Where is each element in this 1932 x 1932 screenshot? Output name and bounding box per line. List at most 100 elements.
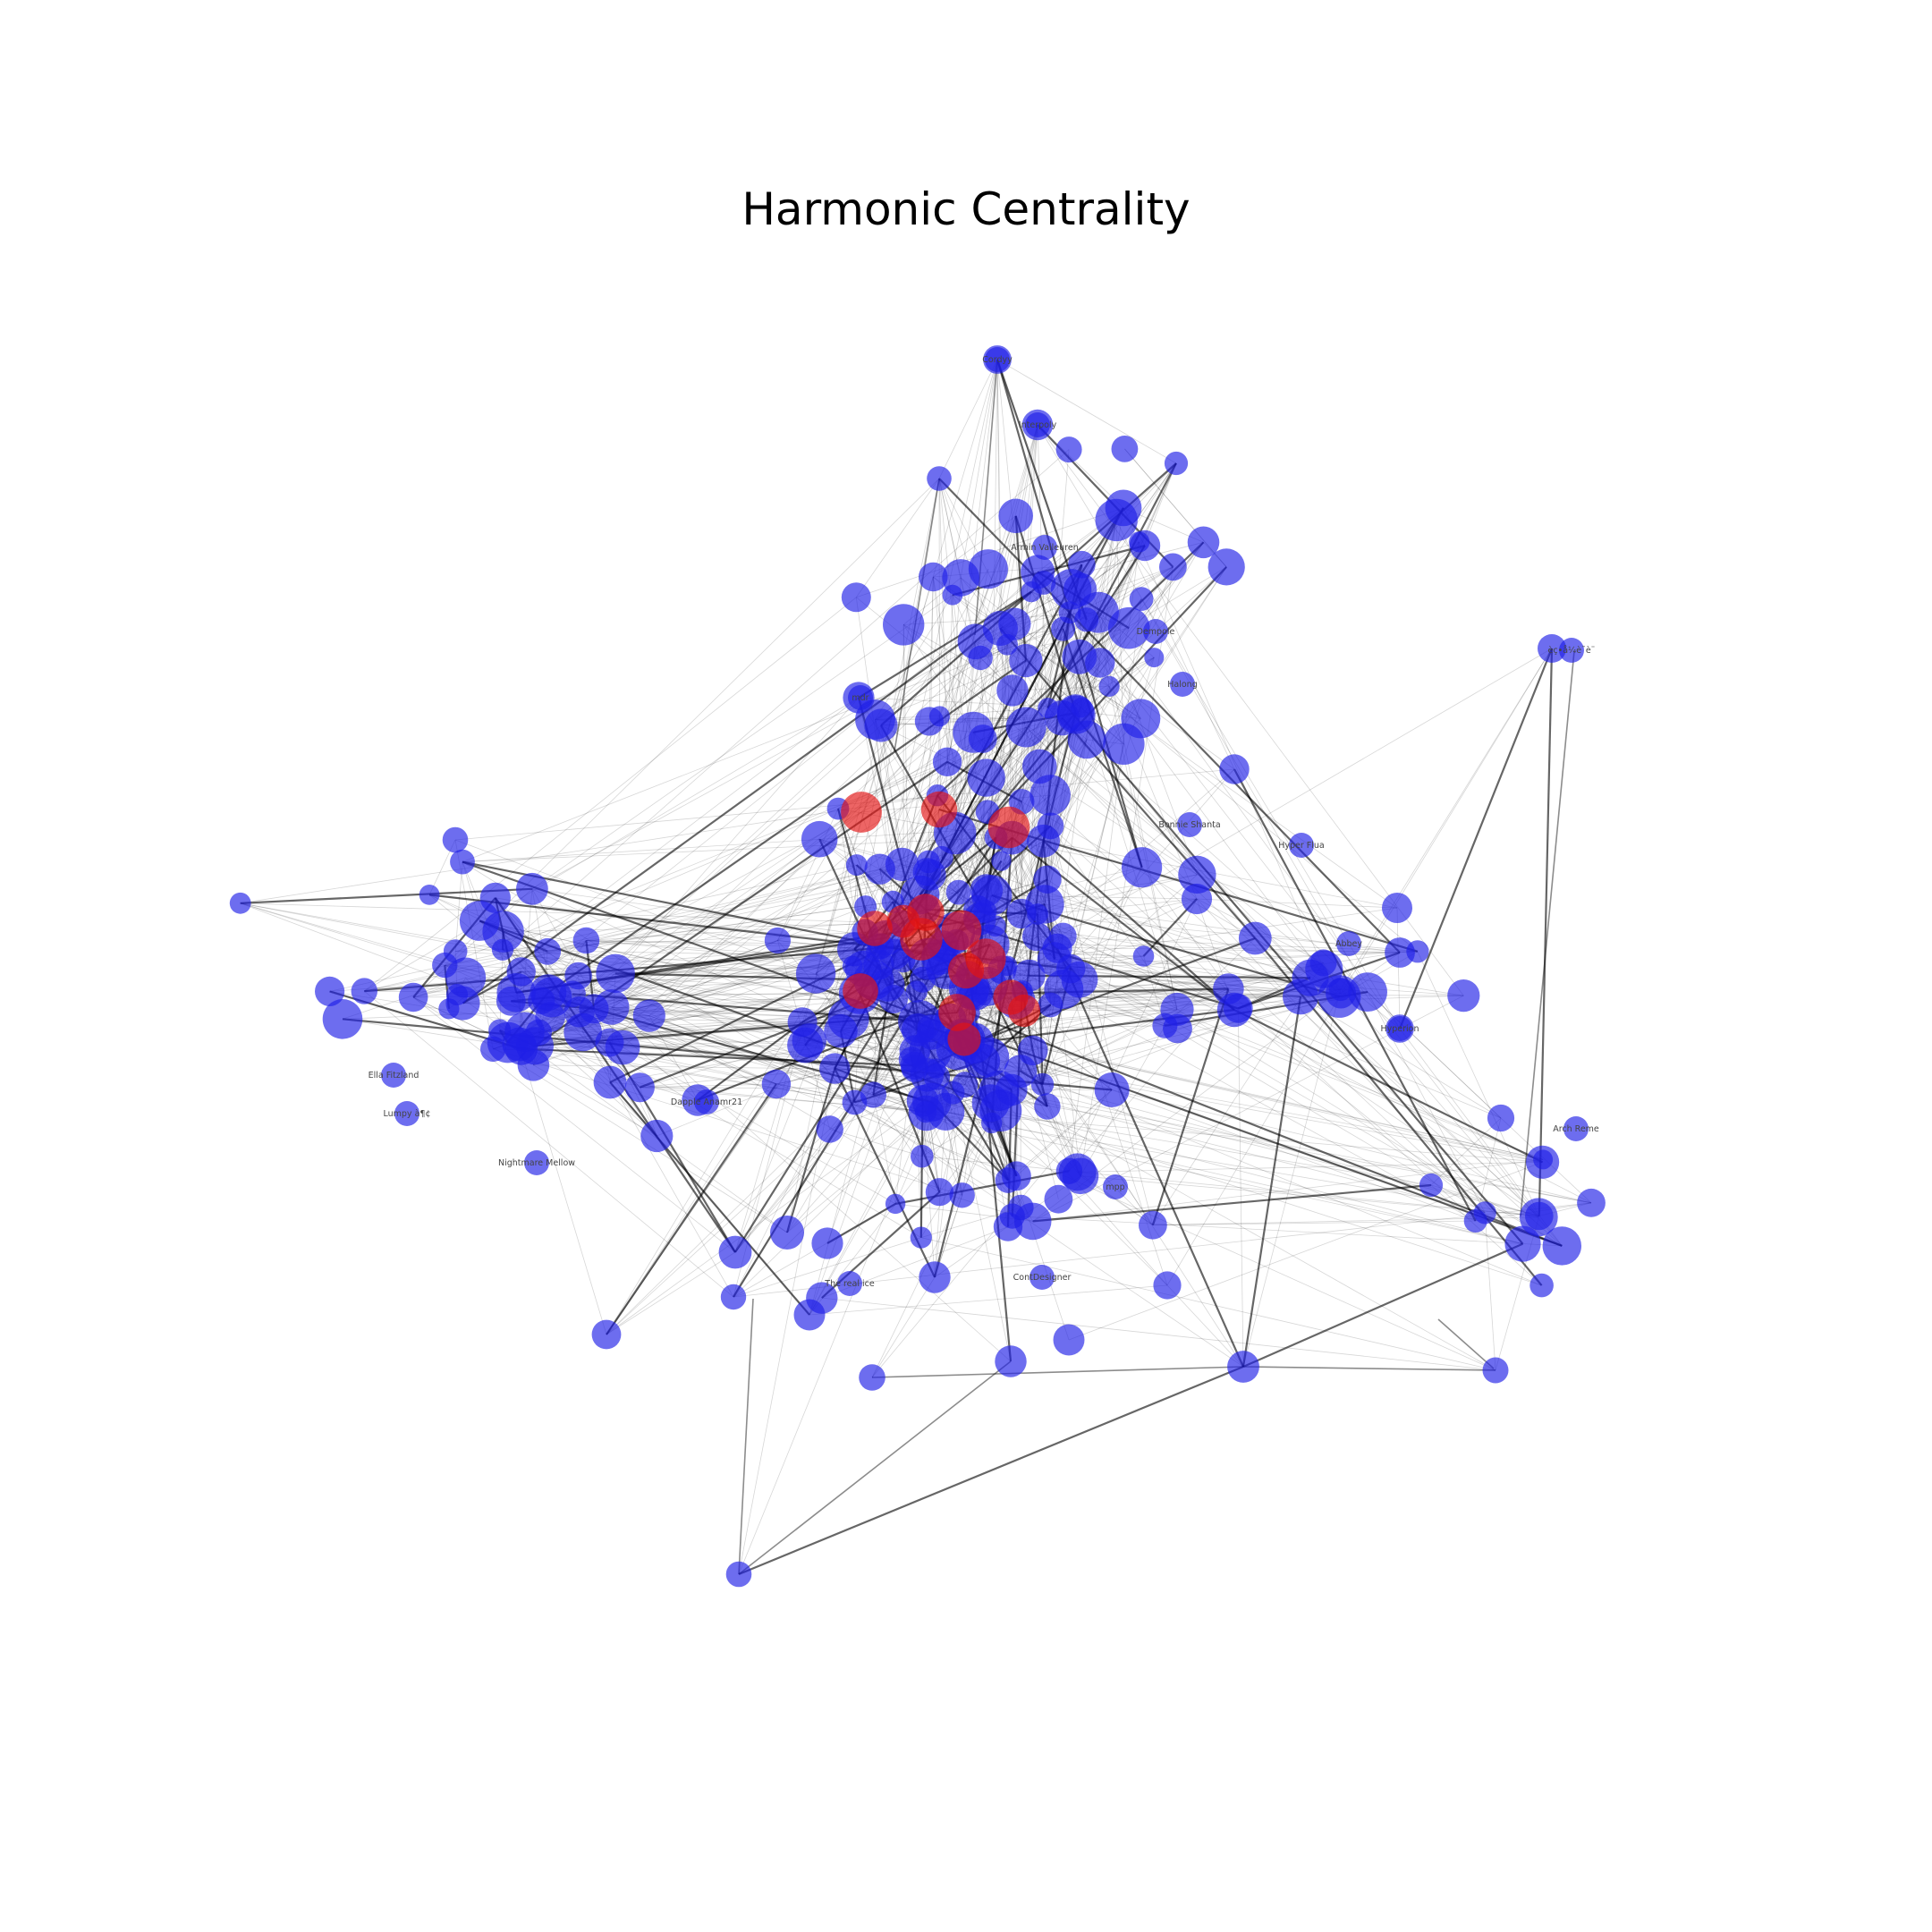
node bbox=[1055, 436, 1082, 463]
high-centrality-node bbox=[920, 791, 958, 828]
node bbox=[848, 685, 873, 710]
node bbox=[1526, 1145, 1560, 1179]
edge bbox=[240, 794, 938, 904]
node bbox=[605, 1030, 640, 1065]
edge bbox=[1115, 520, 1235, 770]
node bbox=[864, 853, 895, 885]
edge bbox=[615, 964, 879, 974]
edge bbox=[1538, 648, 1554, 1216]
edge bbox=[938, 478, 1401, 953]
node bbox=[1163, 1013, 1192, 1044]
edge bbox=[503, 922, 902, 932]
edge bbox=[734, 1094, 874, 1253]
node bbox=[1538, 634, 1566, 663]
node bbox=[1009, 644, 1043, 678]
edge bbox=[919, 1156, 923, 1238]
node bbox=[945, 879, 971, 905]
edge bbox=[1054, 959, 1486, 1214]
edge bbox=[413, 993, 860, 998]
edge bbox=[1043, 840, 1398, 909]
edge bbox=[622, 656, 1080, 1048]
edge bbox=[609, 1028, 931, 1083]
node bbox=[1122, 847, 1163, 888]
node bbox=[906, 1084, 939, 1117]
edge bbox=[1069, 898, 1198, 1172]
edge bbox=[874, 359, 998, 929]
edge bbox=[1070, 743, 1124, 970]
node bbox=[795, 953, 836, 994]
node bbox=[1223, 994, 1253, 1023]
node bbox=[1037, 812, 1064, 840]
edge bbox=[533, 1064, 657, 1137]
label-layer: Cordyy Interpoly Armin Vaileuren Dempole Hal… bbox=[369, 355, 1599, 1289]
node bbox=[1187, 526, 1220, 559]
node bbox=[524, 1150, 549, 1175]
edge bbox=[880, 724, 987, 778]
edge bbox=[609, 1021, 803, 1043]
edge bbox=[938, 478, 1015, 624]
edge bbox=[412, 888, 533, 998]
node bbox=[1053, 1324, 1085, 1356]
node bbox=[229, 892, 251, 914]
edge bbox=[871, 1366, 1244, 1378]
edge bbox=[1166, 996, 1340, 1286]
edge bbox=[1056, 947, 1245, 1368]
node bbox=[1530, 1273, 1554, 1298]
edge bbox=[531, 594, 953, 890]
edge bbox=[815, 359, 998, 974]
edge bbox=[855, 478, 940, 598]
node bbox=[1107, 606, 1150, 649]
edge bbox=[531, 888, 937, 1078]
node bbox=[910, 1226, 932, 1249]
edge bbox=[1025, 726, 1539, 1218]
edge bbox=[809, 1039, 915, 1051]
node bbox=[949, 1182, 975, 1208]
node bbox=[761, 1069, 792, 1099]
edge bbox=[1196, 898, 1398, 909]
node bbox=[1144, 648, 1165, 668]
edge bbox=[1037, 424, 1124, 509]
node bbox=[845, 854, 868, 877]
edge bbox=[821, 1297, 1496, 1371]
edge bbox=[1241, 996, 1302, 1368]
node bbox=[1095, 498, 1138, 542]
edge bbox=[989, 1056, 1542, 1286]
edge bbox=[1069, 598, 1142, 1172]
node bbox=[1002, 1161, 1031, 1191]
node bbox=[1037, 942, 1072, 977]
node bbox=[1525, 1201, 1554, 1231]
node bbox=[824, 1013, 858, 1048]
node bbox=[1103, 1174, 1128, 1199]
high-centrality-node bbox=[1007, 994, 1041, 1028]
edge bbox=[894, 1170, 1070, 1205]
node bbox=[450, 849, 475, 875]
edge bbox=[640, 1039, 809, 1089]
edge bbox=[1430, 1117, 1502, 1186]
edge bbox=[1032, 1159, 1544, 1222]
node bbox=[1033, 865, 1062, 894]
edge bbox=[611, 864, 858, 1008]
node-label: Hyperion bbox=[1380, 1024, 1419, 1034]
edge bbox=[1071, 968, 1301, 997]
node bbox=[1170, 672, 1195, 697]
node bbox=[351, 978, 377, 1004]
edge bbox=[1079, 979, 1239, 1009]
edge bbox=[853, 641, 976, 950]
node-label: Abbey bbox=[1335, 939, 1362, 949]
node bbox=[793, 1299, 826, 1331]
node-label: ContDesigner bbox=[1013, 1273, 1072, 1283]
edge bbox=[995, 657, 1155, 927]
node bbox=[1382, 893, 1412, 923]
edge bbox=[579, 1011, 1592, 1204]
node bbox=[419, 885, 440, 905]
edge bbox=[871, 1089, 1013, 1378]
edge bbox=[479, 920, 1544, 1160]
edge bbox=[1037, 582, 1045, 915]
node bbox=[1021, 555, 1055, 589]
edge bbox=[462, 612, 1099, 862]
node-label: Hyper Flua bbox=[1278, 841, 1325, 851]
node bbox=[982, 610, 1018, 647]
edge bbox=[930, 1050, 1496, 1371]
edge bbox=[738, 1298, 754, 1575]
high-centrality-node bbox=[907, 894, 945, 931]
